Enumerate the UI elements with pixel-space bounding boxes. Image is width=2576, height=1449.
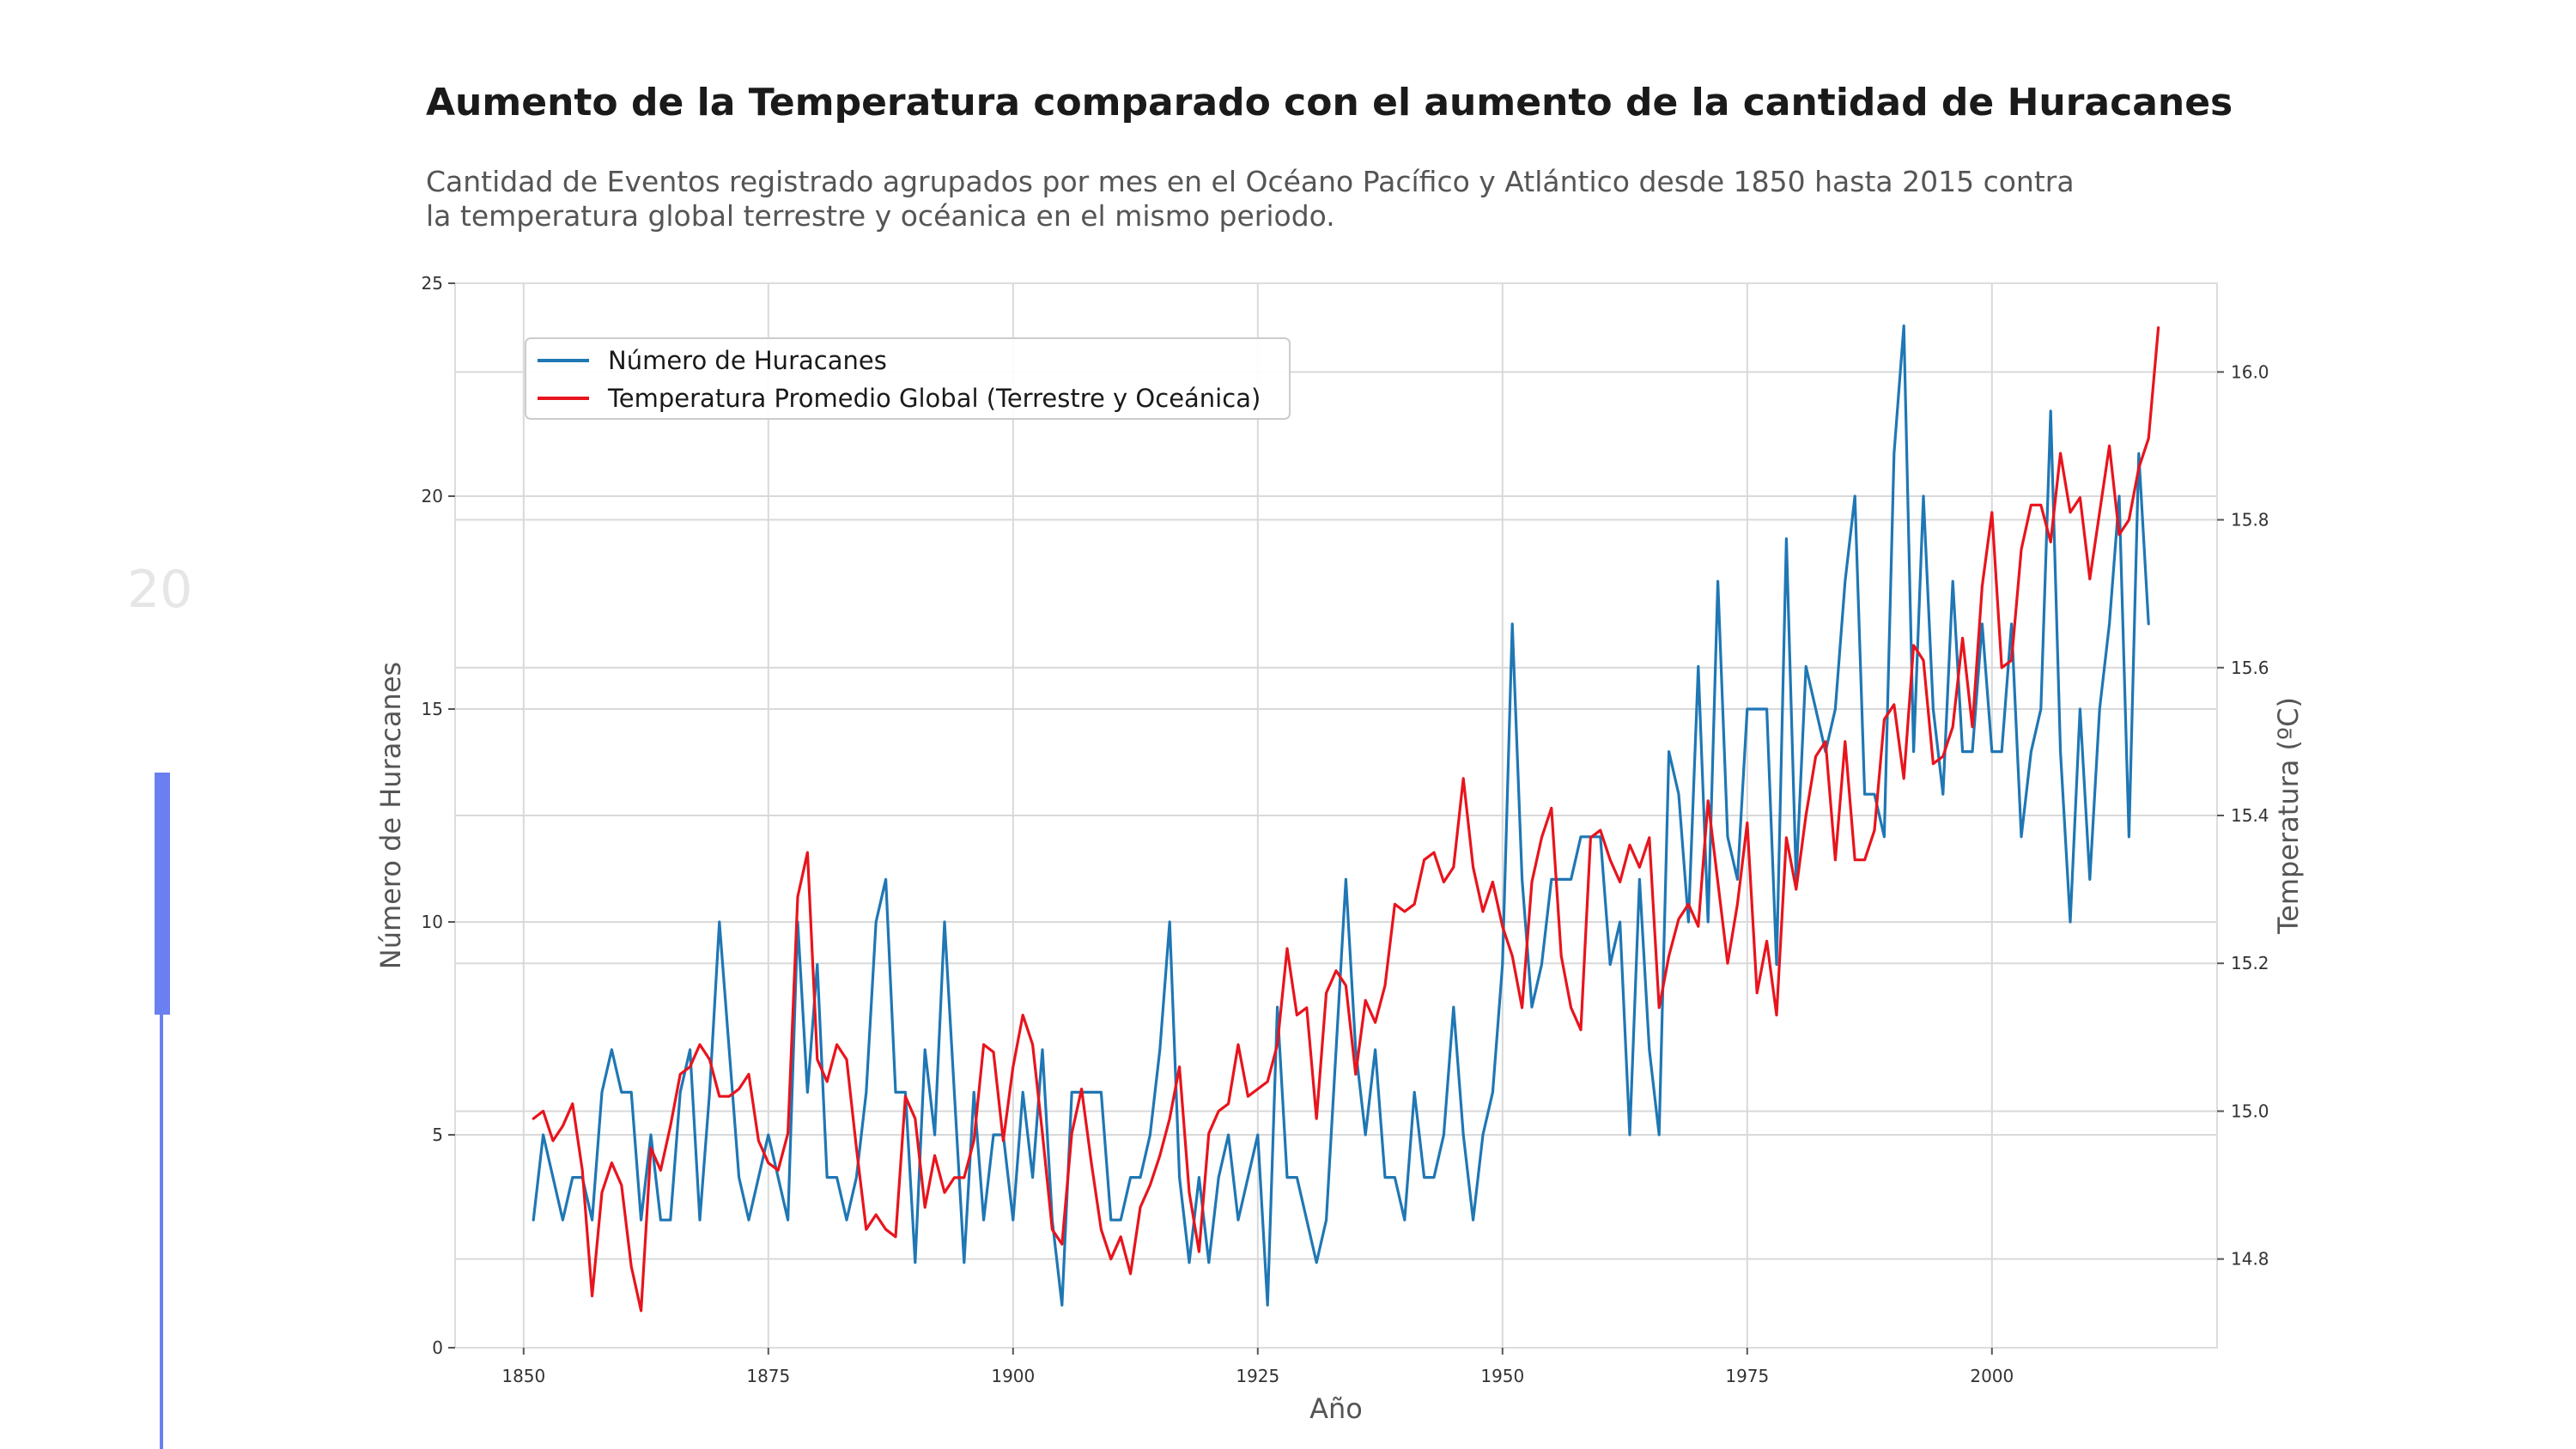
y-tick-label-left: 15	[422, 699, 443, 719]
x-tick-label: 1975	[1725, 1366, 1769, 1386]
progress-bar-filled	[155, 773, 170, 1015]
ticks-layer: 1850 1875 1900 1925 1950 1975 2000 0 5 10 15 20 25 14…	[422, 273, 2269, 1386]
y-tick-label-right: 14.8	[2231, 1249, 2269, 1270]
series-layer	[532, 324, 2160, 1313]
legend-label: Temperatura Promedio Global (Terrestre y…	[607, 384, 1261, 413]
y-axis-label-left: Número de Huracanes	[374, 662, 407, 969]
legend-label: Número de Huracanes	[608, 346, 887, 375]
chart-title: Aumento de la Temperatura comparado con …	[426, 81, 2233, 124]
x-tick-label: 1950	[1480, 1366, 1524, 1386]
chart-subtitle-line-1: Cantidad de Eventos registrado agrupados…	[426, 165, 2075, 198]
x-axis-label: Año	[1309, 1392, 1363, 1425]
y-tick-label-left: 0	[432, 1337, 443, 1358]
x-tick-label: 1850	[501, 1366, 545, 1386]
y-tick-label-right: 15.2	[2231, 953, 2269, 973]
slide-number: 20	[127, 560, 193, 620]
x-tick-label: 2000	[1970, 1366, 2014, 1386]
y-axis-label-right: Temperatura (ºC)	[2272, 697, 2305, 935]
y-tick-label-left: 20	[422, 486, 443, 506]
y-tick-label-right: 15.8	[2231, 510, 2269, 530]
y-tick-label-left: 5	[432, 1125, 443, 1145]
x-tick-label: 1925	[1236, 1366, 1279, 1386]
chart-subtitle: Cantidad de Eventos registrado agrupados…	[426, 165, 2229, 233]
series-line-huracanes	[532, 324, 2150, 1307]
x-tick-label: 1875	[746, 1366, 790, 1386]
x-tick-label: 1900	[991, 1366, 1035, 1386]
y-tick-label-right: 15.0	[2231, 1100, 2269, 1121]
series-line-temperatura	[532, 326, 2160, 1313]
progress-bar-track	[160, 1015, 163, 1449]
legend: Número de Huracanes Temperatura Promedio …	[525, 337, 1291, 420]
y-tick-label-right: 16.0	[2231, 361, 2269, 382]
y-tick-label-left: 10	[422, 912, 443, 932]
y-tick-label-left: 25	[422, 273, 443, 294]
grid-layer	[455, 282, 2217, 1349]
y-tick-label-right: 15.4	[2231, 805, 2269, 826]
chart-subtitle-line-2: la temperatura global terrestre y océani…	[426, 199, 1335, 233]
y-tick-label-right: 15.6	[2231, 658, 2269, 678]
legend-box	[525, 337, 1291, 420]
